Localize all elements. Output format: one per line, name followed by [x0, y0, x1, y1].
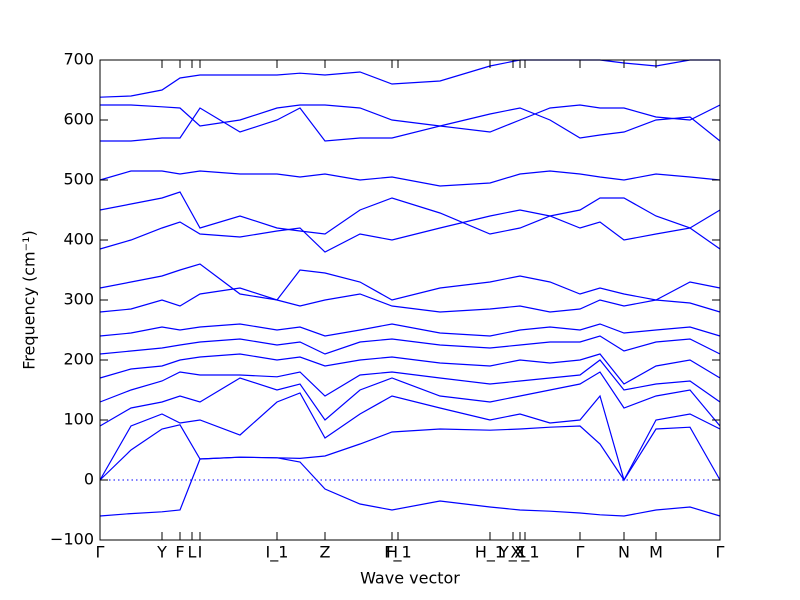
band-line	[100, 104, 721, 133]
y-tick-label: 500	[63, 170, 94, 189]
x-tick-label: N	[618, 543, 630, 562]
band-line	[100, 107, 721, 142]
band-line	[99, 371, 721, 427]
x-tick-label: X	[515, 543, 526, 562]
x-tick-label: L	[188, 543, 197, 562]
x-tick-label: Γ	[576, 543, 585, 562]
x-tick-label: F_1	[384, 543, 411, 563]
y-tick-label: 700	[63, 50, 94, 69]
band-line	[99, 323, 721, 337]
y-tick-label: 300	[63, 290, 94, 309]
y-tick-label: 0	[84, 470, 94, 489]
band-line	[99, 359, 721, 403]
band-line	[99, 456, 721, 517]
x-tick-label: Z	[320, 543, 331, 562]
x-tick-label: Y_1	[498, 543, 527, 563]
x-tick-label: Y	[156, 543, 167, 562]
band-line	[99, 170, 721, 187]
y-tick-label: 200	[63, 350, 94, 369]
y-tick-label: 100	[63, 410, 94, 429]
band-line	[99, 263, 721, 301]
band-line	[99, 287, 721, 313]
band-line	[99, 209, 721, 253]
x-tick-label: I	[198, 543, 203, 562]
x-tick-label: I_1	[266, 543, 289, 563]
x-tick-label: F	[175, 543, 184, 562]
y-axis-label: Frequency (cm⁻¹)	[20, 230, 39, 369]
band-line	[99, 353, 721, 385]
y-tick-label: 600	[63, 110, 94, 129]
x-tick-label: H_1	[475, 543, 505, 563]
band-line	[99, 59, 720, 98]
x-tick-label: Γ	[96, 543, 105, 562]
x-tick-label: X_1	[510, 543, 539, 563]
x-tick-label: M	[649, 543, 663, 562]
y-tick-label: 400	[63, 230, 94, 249]
x-axis-label: Wave vector	[360, 569, 460, 588]
band-line	[99, 424, 721, 482]
band-line	[99, 392, 721, 482]
x-tick-label: Γ	[716, 543, 725, 562]
band-line	[99, 335, 721, 355]
x-tick-label: H	[386, 543, 398, 562]
band-line	[99, 191, 721, 235]
y-tick-label: −100	[50, 530, 94, 549]
